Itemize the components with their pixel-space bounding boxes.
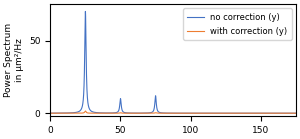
with correction (y) xyxy=(250,112,254,114)
with correction (y) xyxy=(196,112,200,114)
with correction (y) xyxy=(142,112,146,114)
Line: with correction (y): with correction (y) xyxy=(50,111,296,113)
no correction (y) xyxy=(196,112,200,114)
with correction (y) xyxy=(208,112,212,114)
Line: no correction (y): no correction (y) xyxy=(50,11,296,113)
Legend: no correction (y), with correction (y): no correction (y), with correction (y) xyxy=(183,8,292,40)
with correction (y) xyxy=(93,112,97,114)
with correction (y) xyxy=(49,112,52,114)
with correction (y) xyxy=(294,112,298,114)
no correction (y) xyxy=(208,112,212,114)
with correction (y) xyxy=(232,112,236,114)
no correction (y) xyxy=(142,112,146,114)
no correction (y) xyxy=(232,112,236,114)
Y-axis label: Power Spectrum
in μm²/Hz: Power Spectrum in μm²/Hz xyxy=(4,23,24,97)
no correction (y) xyxy=(49,112,52,114)
with correction (y) xyxy=(84,110,87,112)
no correction (y) xyxy=(294,112,298,114)
no correction (y) xyxy=(84,11,87,12)
no correction (y) xyxy=(250,112,254,114)
no correction (y) xyxy=(93,112,97,113)
